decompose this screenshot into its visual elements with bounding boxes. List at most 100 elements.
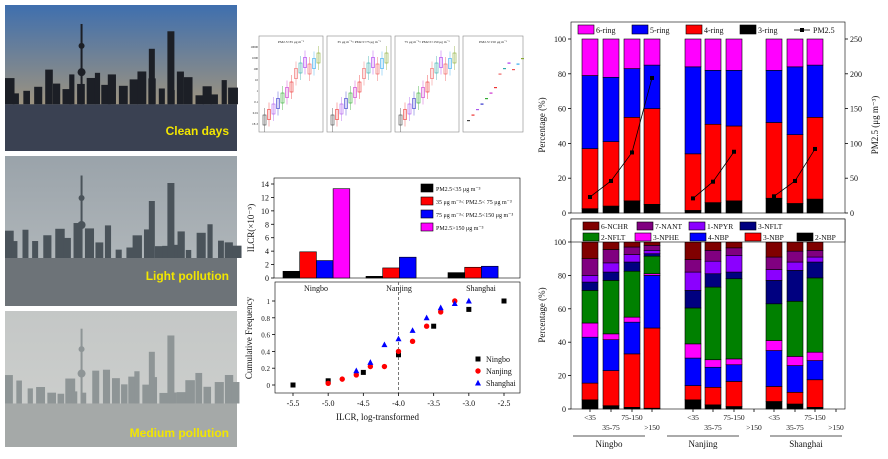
box bbox=[339, 103, 344, 115]
bar-segment-3-NPHE bbox=[581, 322, 599, 338]
ytick: 0.1 bbox=[254, 100, 258, 104]
bar-segment-6-ring bbox=[643, 38, 661, 66]
bar-segment-3-ring bbox=[806, 198, 824, 214]
ytick: 1E-3 bbox=[252, 122, 258, 126]
ring-stacked-chart: 0 20 40 60 80 100 0 50 100 150 200 250 Percentage (%… bbox=[537, 21, 880, 218]
tower-sphere bbox=[77, 369, 86, 378]
bar-segment-2-NBP bbox=[765, 401, 783, 410]
bar-segment-3-NPHE bbox=[602, 333, 620, 340]
bar-segment-3-NBP bbox=[684, 385, 702, 401]
bar-segment-4-NBP bbox=[704, 366, 722, 388]
ytick-label: 0 bbox=[265, 274, 269, 283]
building bbox=[154, 246, 165, 258]
group-label: Nanjing bbox=[689, 439, 718, 449]
boxplot-panels: PM2.5<35 μg m⁻³ 10000 1000 100 10 1 0.1 0.01 1E-… bbox=[251, 35, 524, 133]
bar-segment-3-NFLT bbox=[765, 280, 783, 305]
ytick-label: 40 bbox=[558, 139, 566, 148]
box bbox=[366, 62, 371, 74]
building bbox=[159, 392, 169, 404]
bar-segment-3-ring bbox=[704, 202, 722, 214]
building bbox=[27, 388, 33, 404]
building bbox=[142, 384, 152, 404]
category-label: Ningbo bbox=[304, 284, 328, 293]
legend-swatch bbox=[420, 222, 434, 232]
point bbox=[471, 114, 475, 116]
bar-segment-4-NBP bbox=[623, 321, 641, 355]
panel-frame bbox=[394, 35, 460, 133]
ytick-label: 20 bbox=[558, 174, 566, 183]
building bbox=[80, 392, 87, 404]
bar-segment-1-NPYR bbox=[725, 255, 743, 273]
skyscraper bbox=[148, 201, 155, 258]
plot-frame bbox=[274, 281, 521, 394]
bar-segment-6-ring bbox=[725, 38, 743, 71]
bar-segment-6-NCHR bbox=[704, 241, 722, 251]
bar-segment-4-NBP bbox=[581, 336, 599, 384]
bar-segment-3-NFLT bbox=[581, 281, 599, 291]
bar-segment-3-ring bbox=[623, 200, 641, 214]
point-nanjing bbox=[395, 348, 402, 355]
river bbox=[5, 403, 237, 447]
building bbox=[196, 232, 206, 258]
bar-segment-3-NFLT bbox=[725, 271, 743, 280]
point-nanjing bbox=[381, 363, 388, 370]
bar-segment-2-NFLT bbox=[765, 303, 783, 341]
bar-segment-2-NFLT bbox=[786, 300, 804, 357]
point bbox=[498, 73, 502, 75]
bar-segment-4-ring bbox=[704, 123, 722, 203]
pm25-point bbox=[793, 178, 797, 183]
bar-segment-3-ring bbox=[602, 205, 620, 214]
bar-segment-6-NCHR bbox=[806, 241, 824, 251]
xtick-label: -3.5 bbox=[427, 399, 440, 408]
point-shanghai bbox=[381, 341, 388, 348]
point-ningbo bbox=[431, 323, 437, 329]
bar-segment-5-ring bbox=[643, 64, 661, 109]
box bbox=[335, 109, 339, 120]
bar-35 μg m⁻³< PM2.5< 75 μg m⁻³ bbox=[299, 251, 317, 279]
bar-segment-7-NANT bbox=[704, 250, 722, 262]
legend-label: 75 μg m⁻³< PM2.5<150 μg m⁻³ bbox=[436, 213, 513, 219]
bar-segment-3-NFLT bbox=[806, 261, 824, 279]
bar-segment-1-NPYR bbox=[643, 250, 661, 254]
building bbox=[53, 83, 61, 105]
bar-segment-3-NBP bbox=[704, 386, 722, 406]
building bbox=[94, 72, 101, 105]
bar-segment-6-ring bbox=[765, 38, 783, 71]
box bbox=[344, 98, 348, 109]
bar-segment-1-NPYR bbox=[765, 269, 783, 281]
bar-segment-6-NCHR bbox=[786, 241, 804, 252]
ytick-label: 6 bbox=[265, 234, 269, 243]
building bbox=[132, 235, 142, 258]
pm25-point bbox=[691, 196, 695, 201]
bar-segment-2-NFLT bbox=[623, 270, 641, 318]
bar-segment-6-ring bbox=[602, 38, 620, 78]
bar-35 μg m⁻³< PM2.5< 75 μg m⁻³ bbox=[464, 266, 482, 279]
y-axis-label: Cumulative Frequency bbox=[244, 296, 254, 379]
ytick: 0.01 bbox=[253, 111, 259, 115]
point-shanghai bbox=[437, 304, 444, 311]
point-nanjing bbox=[367, 363, 374, 370]
category-label: <35 bbox=[687, 413, 699, 422]
bar-segment-7-NANT bbox=[623, 246, 641, 255]
bar-segment-7-NANT bbox=[725, 247, 743, 256]
legend-swatch bbox=[739, 221, 757, 231]
building bbox=[183, 77, 193, 105]
category-label: <35 bbox=[584, 413, 596, 422]
ytick-label: 80 bbox=[558, 271, 566, 280]
building bbox=[111, 378, 120, 404]
legend-label: 6-NCHR bbox=[601, 222, 628, 231]
bar-segment-3-NFLT bbox=[786, 270, 804, 302]
box bbox=[262, 114, 267, 126]
building bbox=[162, 245, 171, 258]
point bbox=[507, 62, 511, 64]
building bbox=[143, 229, 151, 258]
box bbox=[330, 114, 335, 126]
bar-segment-4-ring bbox=[786, 134, 804, 204]
legend-swatch bbox=[631, 24, 649, 35]
legend-label: 1-NPYR bbox=[707, 222, 733, 231]
pm25-point bbox=[588, 194, 592, 199]
photo-label: Clean days bbox=[166, 124, 230, 138]
y-axis-label: Percentage (%) bbox=[537, 287, 547, 342]
